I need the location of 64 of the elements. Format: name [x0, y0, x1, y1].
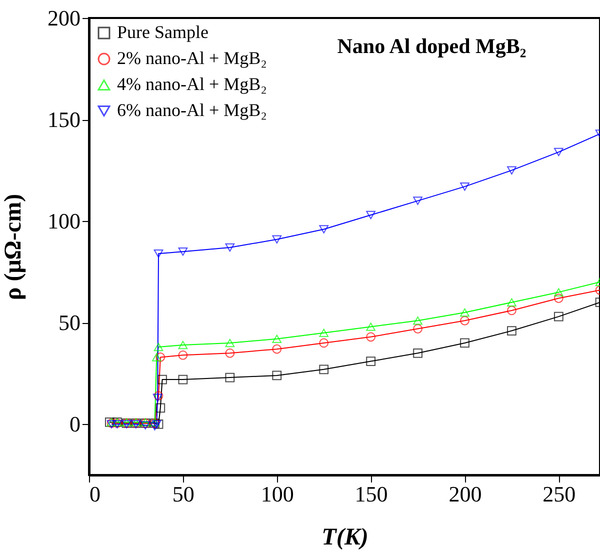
point	[225, 338, 235, 348]
text: Nano Al doped MgB₂	[337, 34, 526, 58]
legend-label: Pure Sample	[117, 22, 208, 42]
point	[152, 394, 162, 402]
point	[156, 403, 166, 413]
point	[225, 348, 235, 358]
x-tick-label: 0	[90, 482, 100, 506]
point	[154, 391, 164, 400]
point	[225, 243, 235, 252]
point	[154, 249, 164, 258]
point	[272, 235, 282, 244]
point	[178, 247, 188, 256]
y-tick-label: 200	[48, 6, 80, 30]
x-tick-label: 200	[448, 482, 482, 506]
y-tick-label: 100	[48, 208, 80, 234]
point	[150, 422, 160, 430]
x-tick-label: 250	[542, 482, 576, 506]
y-tick-label: 50	[58, 310, 80, 336]
point	[460, 308, 470, 317]
point	[366, 356, 376, 366]
point	[554, 294, 564, 303]
point	[178, 340, 188, 350]
point	[413, 348, 422, 358]
x-axis-title: T(K)	[322, 524, 368, 550]
point	[156, 352, 166, 362]
point	[554, 312, 564, 322]
x-tick-label: 150	[354, 482, 388, 506]
point	[413, 196, 422, 205]
point	[319, 364, 329, 374]
y-tick-label: 150	[48, 107, 80, 132]
point	[507, 166, 516, 174]
point	[319, 225, 329, 234]
point	[507, 306, 516, 316]
point	[507, 298, 516, 306]
point	[319, 328, 329, 337]
point	[366, 322, 376, 331]
point	[158, 374, 167, 384]
point	[272, 370, 282, 380]
legend-label: 4% nano-Al + MgB₂	[117, 74, 267, 94]
point	[152, 353, 162, 362]
point	[413, 324, 422, 334]
point	[554, 148, 564, 156]
point	[154, 342, 164, 352]
y-tick-label: 0	[70, 412, 80, 437]
point	[319, 338, 329, 348]
point	[413, 316, 422, 325]
x-tick-label: 50	[172, 482, 194, 506]
point	[507, 326, 516, 336]
point	[178, 350, 188, 360]
legend-label: 6% nano-Al + MgB₂	[117, 100, 267, 120]
point	[460, 338, 470, 348]
point	[272, 334, 282, 344]
point	[460, 316, 470, 326]
point	[272, 344, 282, 354]
point	[554, 288, 564, 296]
y-axis-title: ρ (μΩ-cm)	[0, 194, 26, 300]
point	[460, 182, 470, 191]
point	[178, 374, 188, 384]
point	[140, 421, 150, 430]
point	[366, 332, 376, 342]
point	[225, 372, 235, 382]
point	[366, 210, 376, 220]
legend-label: 2% nano-Al + MgB₂	[117, 48, 267, 68]
x-tick-label: 100	[260, 482, 294, 506]
